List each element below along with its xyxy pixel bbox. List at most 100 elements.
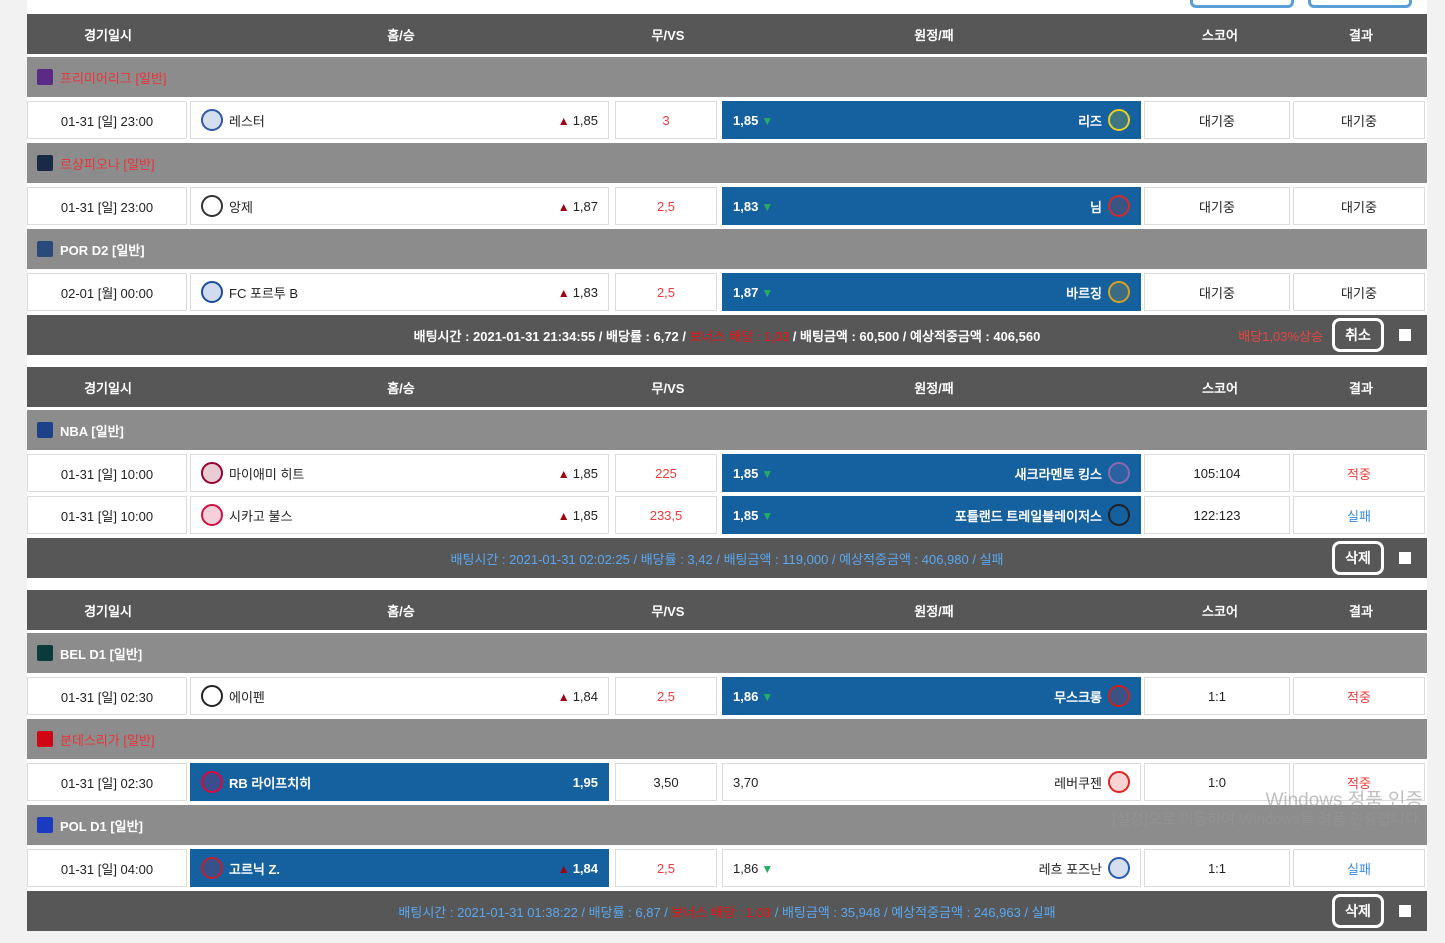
match-score: 1:1 [1144,677,1290,715]
draw-odds-cell[interactable]: 3,50 [615,763,717,801]
away-odds: 1,87 [733,284,759,300]
separator: / [880,904,892,920]
bet-summary-text: 배팅시간 : 2021-01-31 01:38:22 / 배당률 : 6,87 … [27,902,1427,921]
home-odds-cell[interactable]: 고르닉 Z. ▲ 1,84 [190,849,609,887]
away-odds-cell[interactable]: 1,83 ▼ 님 [722,187,1141,225]
arrow-down-icon: ▼ [761,508,774,523]
home-team-name: 시카고 불스 [229,508,293,524]
match-date: 02-01 [월] 00:00 [27,273,187,311]
home-team: 시카고 불스 [201,504,292,526]
column-header: 결과 [1349,27,1373,43]
league-logo-icon [37,731,53,747]
match-result: 실패 [1293,849,1425,887]
home-odds-cell[interactable]: 시카고 불스 ▲ 1,85 [190,496,609,534]
league-logo-icon [37,645,53,661]
delete-button[interactable]: 삭제 [1332,541,1384,575]
separator: / [629,551,641,567]
table-header: 경기일시 홈/승 무/VS 원정/패 스코어 결과 [27,14,1427,57]
match-date: 01-31 [일] 10:00 [27,454,187,492]
summary-result: 실패 [979,551,1004,567]
home-team: FC 포르투 B [201,281,298,303]
delete-button[interactable]: 삭제 [1332,894,1384,928]
column-header: 경기일시 [84,603,132,619]
league-row: 르샹피오나 [일반] [27,143,1427,183]
away-odds-cell[interactable]: 1,87 ▼ 바르징 [722,273,1141,311]
league-name: 르샹피오나 [일반] [60,156,155,172]
team-logo-icon [1108,685,1130,707]
away-odds-cell[interactable]: 1,86 ▼ 레흐 포즈난 [722,849,1141,887]
away-team-name: 레흐 포즈난 [1038,861,1102,877]
home-team-name: 에이펜 [229,689,265,705]
arrow-up-icon: ▲ [557,466,570,481]
summary-amount: 배팅금액 : 119,000 [723,551,829,567]
table-header: 경기일시 홈/승 무/VS 원정/패 스코어 결과 [27,590,1427,633]
home-team-name: 앙제 [229,199,253,215]
draw-odds-cell[interactable]: 2,5 [615,849,717,887]
draw-odds-cell[interactable]: 3 [615,101,717,139]
draw-odds-cell[interactable]: 225 [615,454,717,492]
draw-odds-cell[interactable]: 2,5 [615,273,717,311]
column-header: 경기일시 [84,380,132,396]
column-header: 경기일시 [84,27,132,43]
arrow-up-icon: ▲ [557,861,570,876]
top-button-2[interactable] [1308,0,1412,8]
column-header: 결과 [1349,603,1373,619]
away-odds-cell[interactable]: 1,85 ▼ 새크라멘토 킹스 [722,454,1141,492]
home-odds: 1,84 [572,688,598,704]
summary-bet-time: 배팅시간 : 2021-01-31 02:02:25 [450,551,630,567]
home-odds: 1,85 [572,507,598,523]
home-odds-cell[interactable]: 마이애미 히트 ▲ 1,85 [190,454,609,492]
away-team-name: 리즈 [1078,113,1102,129]
separator: / [660,904,672,920]
home-odds: 1,84 [572,860,598,876]
home-odds: 1,83 [572,284,598,300]
away-odds-wrap: 1,86 ▼ [733,861,773,876]
team-logo-icon [201,109,223,131]
league-name: BEL D1 [일반] [60,646,143,662]
away-odds-cell[interactable]: 3,70 레버쿠젠 [722,763,1141,801]
home-team-name: FC 포르투 B [229,285,299,301]
away-odds-wrap: 1,85 ▼ [733,508,773,523]
home-team: 레스터 [201,109,265,131]
away-odds: 1,85 [733,507,759,523]
draw-odds-cell[interactable]: 2,5 [615,677,717,715]
arrow-down-icon: ▼ [761,466,774,481]
cancel-button[interactable]: 취소 [1332,318,1384,352]
summary-expected: 예상적중금액 : 406,980 [839,551,969,567]
league-name: POR D2 [일반] [60,242,145,258]
home-odds-wrap: ▲ 1,87 [558,199,598,214]
watermark-line1: Windows 정품 인증 [1265,790,1423,811]
select-checkbox[interactable] [1399,905,1411,917]
bet-slips: 경기일시 홈/승 무/VS 원정/패 스코어 결과 프리미어리그 [일반] 01-31 [일]… [27,14,1427,943]
home-odds-cell[interactable]: FC 포르투 B ▲ 1,83 [190,273,609,311]
match-row: 01-31 [일] 10:00 마이애미 히트 ▲ 1,85 225 1,85 ▼ 새크라멘토… [27,454,1427,492]
bet-slip: 경기일시 홈/승 무/VS 원정/패 스코어 결과 프리미어리그 [일반] 01-31 [일]… [27,14,1427,355]
match-score: 105:104 [1144,454,1290,492]
separator: / [789,328,801,344]
select-checkbox[interactable] [1399,552,1411,564]
away-odds: 1,86 [733,688,759,704]
bet-summary: 배팅시간 : 2021-01-31 01:38:22 / 배당률 : 6,87 … [27,891,1427,931]
home-odds-cell[interactable]: 레스터 ▲ 1,85 [190,101,609,139]
team-logo-icon [1108,857,1130,879]
select-checkbox[interactable] [1399,329,1411,341]
top-button-1[interactable] [1190,0,1294,8]
home-odds-wrap: ▲ 1,83 [558,285,598,300]
draw-odds-cell[interactable]: 233,5 [615,496,717,534]
home-team: 고르닉 Z. [201,857,280,879]
away-odds-cell[interactable]: 1,86 ▼ 무스크롱 [722,677,1141,715]
draw-odds-cell[interactable]: 2,5 [615,187,717,225]
home-odds-cell[interactable]: 에이펜 ▲ 1,84 [190,677,609,715]
away-odds-cell[interactable]: 1,85 ▼ 리즈 [722,101,1141,139]
home-odds-cell[interactable]: RB 라이프치히 1,95 [190,763,609,801]
column-header: 스코어 [1202,603,1238,619]
arrow-up-icon: ▲ [557,689,570,704]
league-logo-icon [37,241,53,257]
away-odds-cell[interactable]: 1,85 ▼ 포틀랜드 트레일블레이저스 [722,496,1141,534]
arrow-up-icon: ▲ [557,199,570,214]
home-odds-cell[interactable]: 앙제 ▲ 1,87 [190,187,609,225]
separator: / [678,328,690,344]
separator: / [1020,904,1032,920]
match-date: 01-31 [일] 02:30 [27,677,187,715]
home-team: 마이애미 히트 [201,462,304,484]
